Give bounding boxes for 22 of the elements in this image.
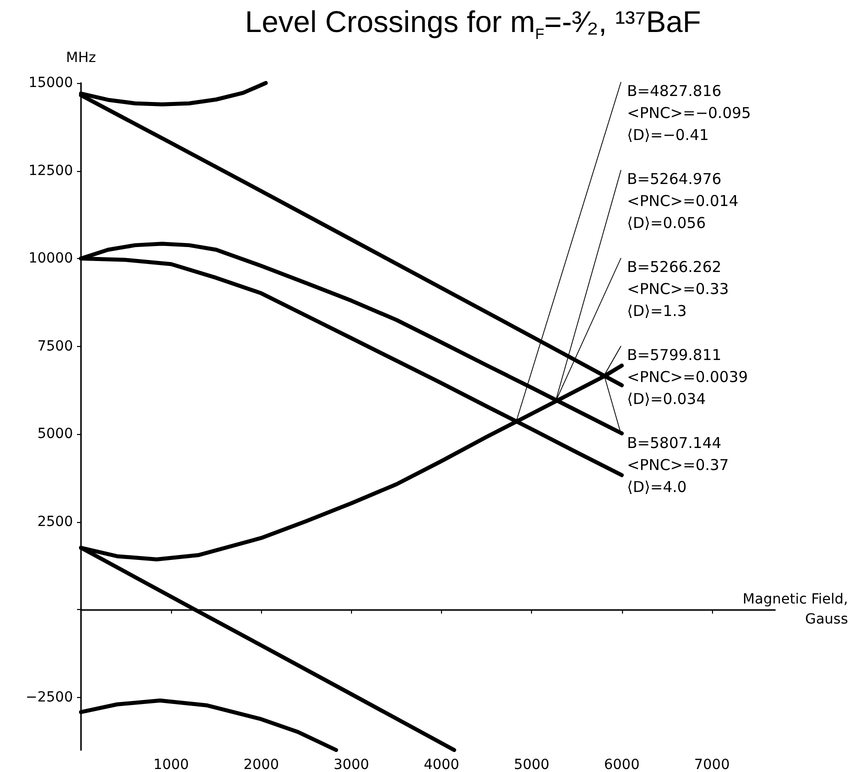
y-tick-label: 7500 xyxy=(37,338,73,354)
x-tick-label: 4000 xyxy=(424,757,460,772)
x-tick-label: 2000 xyxy=(243,757,280,772)
x-tick-label: 3000 xyxy=(334,757,370,772)
y-tick-label: 2500 xyxy=(37,514,73,530)
annotation: B=5799.811 <PNC>=0.0039 ⟨D⟩=0.034 xyxy=(627,346,748,408)
x-tick-label: 5000 xyxy=(514,757,550,772)
x-tick-label: 1000 xyxy=(153,757,189,772)
annotation: B=5266.262 <PNC>=0.33 ⟨D⟩=1.3 xyxy=(627,258,729,320)
x-axis-title: Magnetic Field, Gauss xyxy=(742,592,848,628)
y-tick-label: −2500 xyxy=(26,689,73,706)
y-tick-label: 15000 xyxy=(28,75,73,91)
y-axis-title: MHz xyxy=(66,50,96,66)
y-tick-label: 10000 xyxy=(28,250,73,267)
x-tick-label: 6000 xyxy=(604,757,640,772)
y-tick-label: 12500 xyxy=(28,162,73,179)
annotation: B=5807.144 <PNC>=0.37 ⟨D⟩=4.0 xyxy=(627,434,729,496)
chart-title: Level Crossings for m$_{F}$=-³⁄₂, ¹³⁷BaF xyxy=(244,6,702,43)
y-tick-label: 5000 xyxy=(37,426,73,442)
x-tick-label: 7000 xyxy=(694,757,730,772)
annotation: B=5264.976 <PNC>=0.014 ⟨D⟩=0.056 xyxy=(627,170,738,232)
annotation: B=4827.816 <PNC>=−0.095 ⟨D⟩=−0.41 xyxy=(627,82,751,144)
